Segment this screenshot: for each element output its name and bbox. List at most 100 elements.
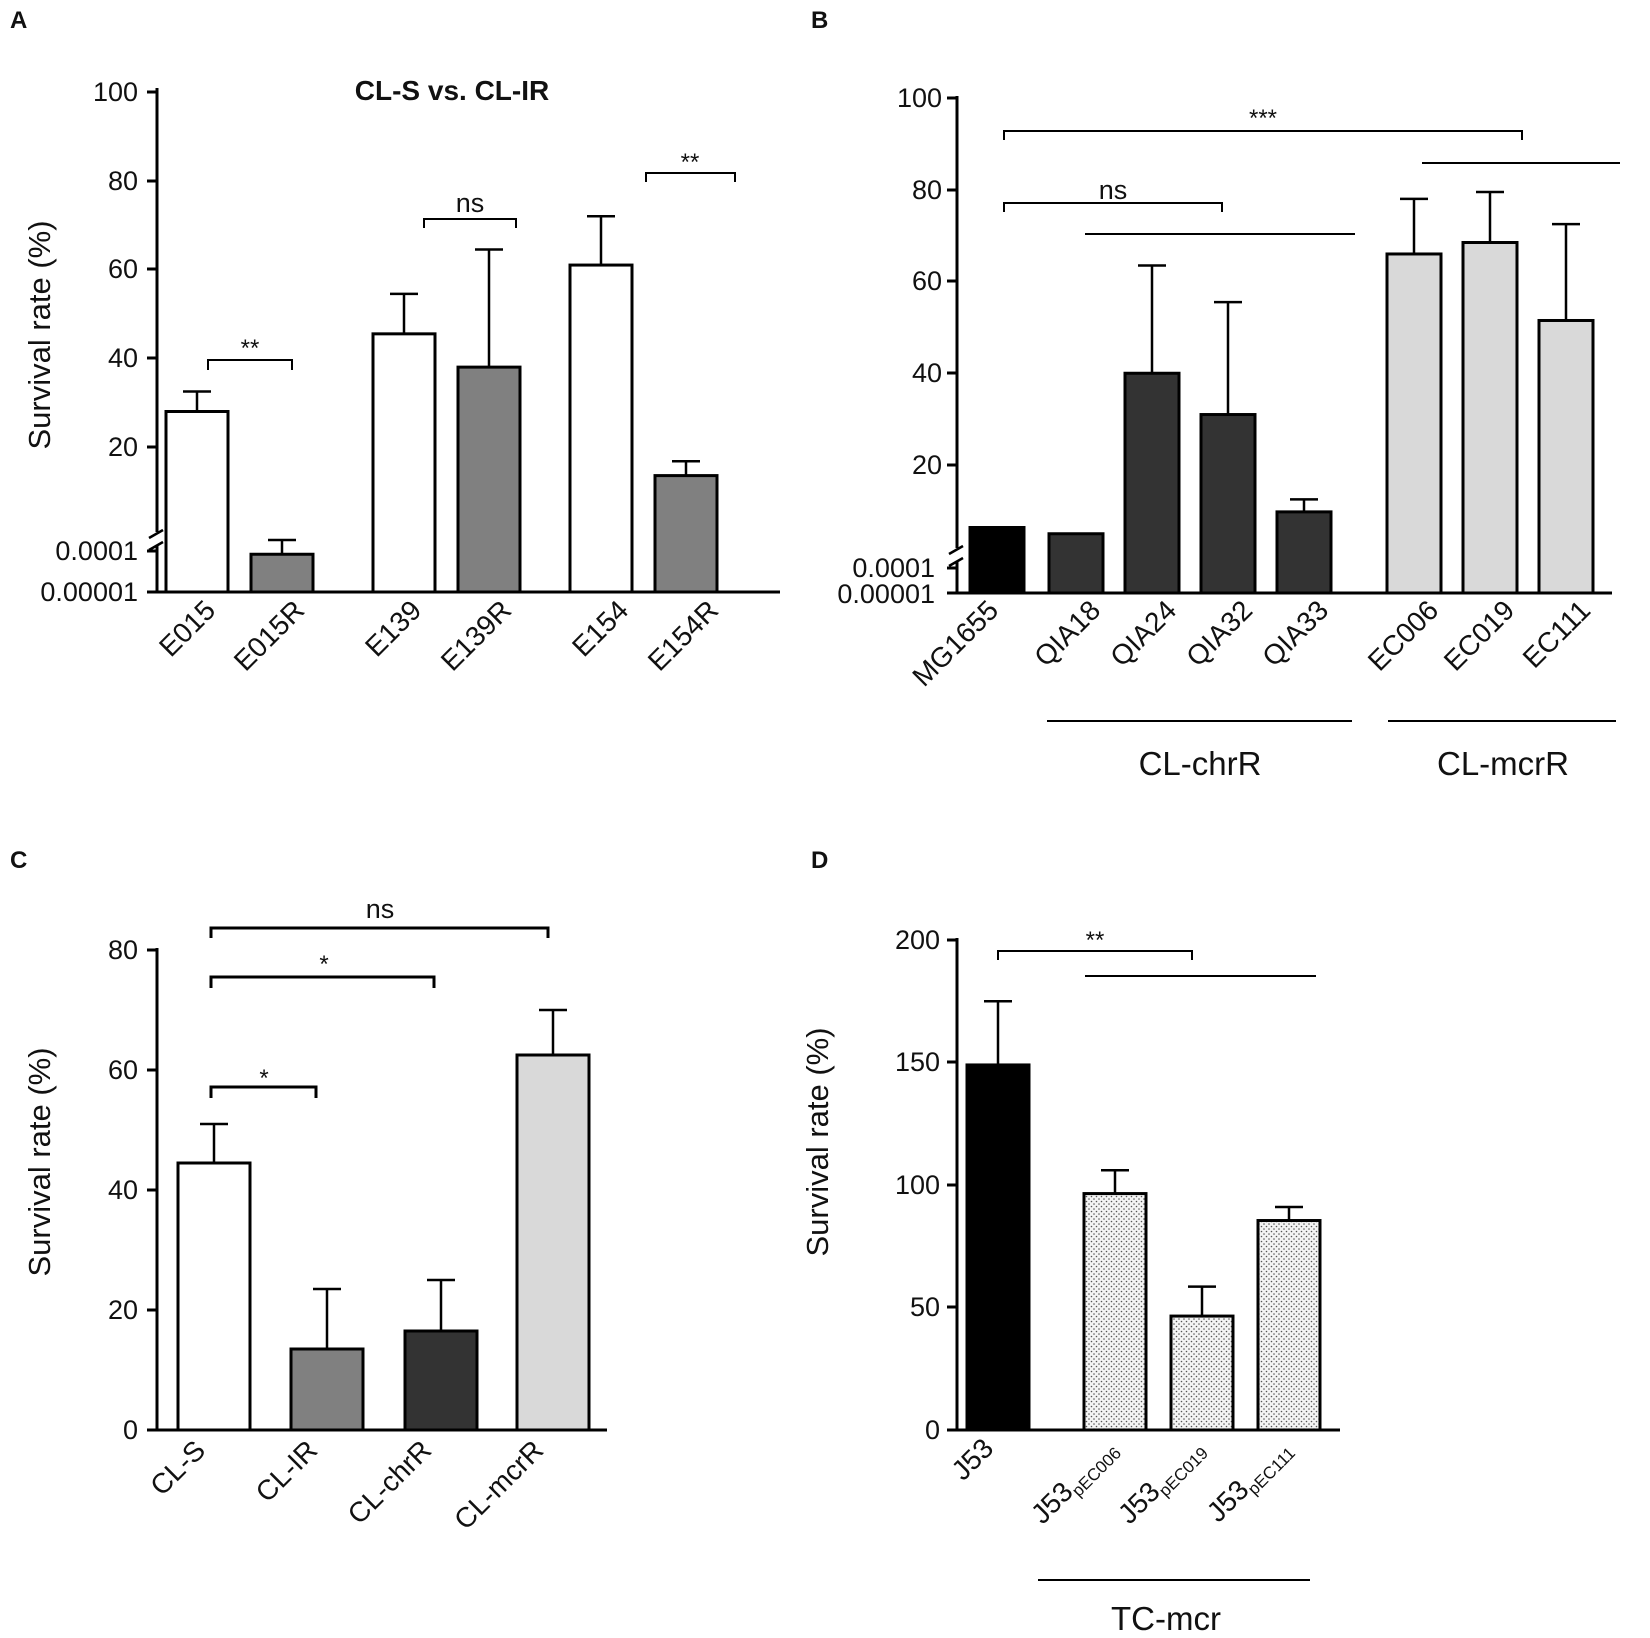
panel-b-sig-label: *** bbox=[1249, 105, 1277, 132]
panel-d-y-tick: 200 bbox=[895, 925, 940, 955]
panel-b-bar bbox=[1123, 371, 1181, 595]
panel-a-y-tick: 60 bbox=[108, 254, 138, 284]
panel-d-bar bbox=[965, 1063, 1031, 1432]
panel-b-axis-break bbox=[948, 544, 964, 556]
panel-a-y-tick: 100 bbox=[93, 77, 138, 107]
panel-b-sig-label: ns bbox=[1099, 175, 1128, 205]
panel-a-bar bbox=[249, 552, 315, 594]
panel-d-y-tick: 150 bbox=[895, 1047, 940, 1077]
panel-b-bar bbox=[1385, 252, 1443, 595]
panel-b-letter: B bbox=[811, 7, 828, 34]
panel-a-bar bbox=[456, 365, 522, 594]
panel-d-bar bbox=[1169, 1314, 1235, 1432]
panel-a-bar bbox=[164, 410, 230, 594]
panel-c-letter: C bbox=[10, 847, 27, 874]
panel-b-x-tick: MG1655 bbox=[906, 594, 1004, 692]
panel-c-y-tick: 80 bbox=[108, 935, 138, 965]
panel-b-y-tick: 60 bbox=[912, 266, 942, 296]
panel-d-bar bbox=[1082, 1192, 1148, 1432]
panel-b-y-tick: 0.0001 bbox=[852, 553, 935, 583]
panel-b-x-tick: EC111 bbox=[1517, 594, 1597, 674]
panel-b-bar bbox=[1461, 241, 1519, 595]
panel-d-categories: J53 J53pEC006 J53pEC019 J53pEC111 bbox=[945, 1432, 1299, 1532]
panel-a-title: CL-S vs. CL-IR bbox=[355, 75, 549, 106]
panel-c-significance: * * ns bbox=[209, 894, 550, 1098]
panel-c-y-label: Survival rate (%) bbox=[22, 1047, 57, 1276]
panel-a-axis-break bbox=[148, 528, 164, 540]
panel-b-group-label: CL-mcrR bbox=[1437, 745, 1569, 782]
panel-c-bar bbox=[289, 1347, 365, 1432]
panel-b-bars bbox=[968, 190, 1595, 595]
panel-c-sig-label: * bbox=[259, 1065, 268, 1092]
panel-a: A CL-S vs. CL-IR Survival rate (%) 100 8… bbox=[10, 7, 780, 677]
panel-c-bar bbox=[515, 1053, 591, 1432]
panel-b-bar bbox=[1275, 510, 1333, 595]
panel-d-sig-label: ** bbox=[1086, 927, 1105, 954]
panel-d-x-tick: J53pEC019 bbox=[1112, 1432, 1212, 1532]
panel-a-y-tick: 0.0001 bbox=[55, 536, 138, 566]
panel-a-sig-label: ** bbox=[241, 335, 260, 362]
panel-c-x-tick: CL-S bbox=[144, 1434, 211, 1501]
panel-d-bars bbox=[965, 1000, 1322, 1432]
panel-d-group-label: TC-mcr bbox=[1111, 1600, 1221, 1637]
panel-a-bars bbox=[164, 215, 719, 594]
panel-b-y-tick: 80 bbox=[912, 175, 942, 205]
panel-a-categories: E015 E015R E139 E139R E154 E154R bbox=[153, 594, 724, 676]
panel-d-groups: TC-mcr bbox=[1038, 1579, 1310, 1637]
panel-c-y-tick: 60 bbox=[108, 1055, 138, 1085]
panel-a-x-tick: E139 bbox=[359, 594, 427, 662]
panel-a-sig-label: ns bbox=[456, 188, 485, 218]
panel-b-x-tick: QIA33 bbox=[1256, 594, 1334, 672]
panel-b-groups: CL-chrR CL-mcrR bbox=[1047, 720, 1616, 782]
panel-b-significance: *** ns bbox=[1003, 105, 1620, 235]
panel-d-x-tick: J53 bbox=[945, 1432, 999, 1486]
panel-b-x-tick: QIA24 bbox=[1104, 594, 1182, 672]
panel-a-y-tick: 80 bbox=[108, 166, 138, 196]
panel-c-y-tick: 20 bbox=[108, 1295, 138, 1325]
panel-b-x-tick: EC006 bbox=[1362, 594, 1444, 676]
panel-d-x-tick: J53pEC006 bbox=[1025, 1432, 1125, 1532]
panel-c-bars bbox=[176, 1008, 591, 1432]
panel-c-sig-label: * bbox=[319, 951, 328, 978]
panel-a-significance: ** ns ** bbox=[207, 149, 736, 370]
panel-b-x-tick: QIA18 bbox=[1028, 594, 1106, 672]
panel-b-y-tick: 20 bbox=[912, 450, 942, 480]
panel-b-bar bbox=[1047, 532, 1105, 595]
panel-d-x-tick-sub: pEC019 bbox=[1155, 1444, 1212, 1501]
panel-b-categories: MG1655 QIA18 QIA24 QIA32 QIA33 EC006 EC0… bbox=[906, 594, 1596, 692]
panel-a-bar bbox=[371, 332, 437, 594]
panel-b-bar bbox=[968, 526, 1026, 595]
panel-b-group-label: CL-chrR bbox=[1139, 745, 1262, 782]
panel-b-bar bbox=[1537, 318, 1595, 595]
panel-c-bar bbox=[403, 1329, 479, 1432]
panel-d-x-tick-sub: pEC006 bbox=[1068, 1444, 1125, 1501]
panel-c-y-tick: 40 bbox=[108, 1175, 138, 1205]
panel-b-y-tick: 0.00001 bbox=[837, 579, 935, 609]
panel-c-y-tick: 0 bbox=[123, 1415, 138, 1445]
panel-d-y-tick: 0 bbox=[925, 1415, 940, 1445]
panel-c-categories: CL-S CL-IR CL-chrR CL-mcrR bbox=[144, 1434, 549, 1535]
panel-d-x-tick: J53pEC111 bbox=[1201, 1432, 1299, 1530]
panel-d-x-tick-sub: pEC111 bbox=[1244, 1444, 1299, 1499]
panel-d-y-tick: 50 bbox=[910, 1292, 940, 1322]
panel-b-y-tick: 100 bbox=[897, 83, 942, 113]
panel-d-y-label: Survival rate (%) bbox=[800, 1027, 835, 1256]
panel-a-bar bbox=[568, 263, 634, 594]
panel-d-y-tick: 100 bbox=[895, 1170, 940, 1200]
panel-a-letter: A bbox=[10, 7, 27, 34]
panel-d: D Survival rate (%) 200 150 100 50 0 J53… bbox=[800, 847, 1340, 1637]
panel-b-x-tick: EC019 bbox=[1438, 594, 1520, 676]
panel-b-x-tick: QIA32 bbox=[1180, 594, 1258, 672]
panel-a-x-tick: E154R bbox=[642, 594, 724, 676]
panel-d-bar bbox=[1256, 1219, 1322, 1432]
panel-b-y-tick: 40 bbox=[912, 358, 942, 388]
panel-d-significance: ** bbox=[997, 927, 1316, 977]
panel-a-x-tick: E154 bbox=[566, 594, 634, 662]
panel-c-bar bbox=[176, 1161, 252, 1432]
panel-a-y-tick: 40 bbox=[108, 343, 138, 373]
panel-d-letter: D bbox=[811, 847, 828, 874]
panel-c: C Survival rate (%) 80 60 40 20 0 CL-S C… bbox=[10, 847, 607, 1535]
panel-c-sig-label: ns bbox=[366, 894, 395, 924]
panel-a-bar bbox=[653, 474, 719, 594]
